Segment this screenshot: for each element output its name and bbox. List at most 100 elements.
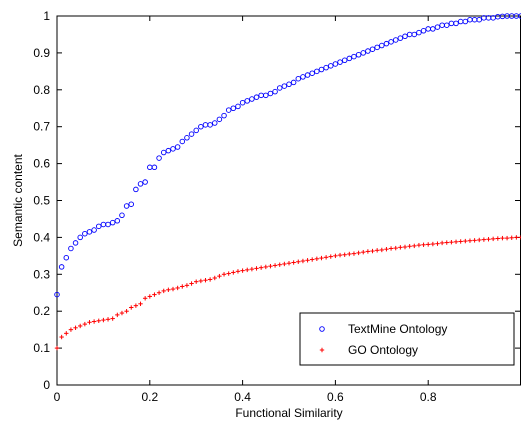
data-point — [64, 331, 69, 336]
x-tick-label: 0 — [54, 390, 61, 404]
data-point — [388, 39, 394, 45]
data-point — [453, 20, 459, 27]
data-point — [407, 244, 412, 249]
data-point — [304, 72, 311, 78]
data-point — [244, 98, 250, 104]
data-point — [175, 285, 180, 291]
data-point — [96, 318, 101, 323]
data-point — [156, 155, 162, 161]
legend-box — [299, 312, 515, 366]
y-tick-label: 0.9 — [33, 46, 50, 60]
data-point — [361, 249, 366, 255]
data-point — [212, 275, 217, 281]
data-point — [392, 37, 399, 43]
data-point — [481, 237, 487, 242]
data-point — [290, 79, 297, 86]
data-point — [110, 316, 115, 321]
data-point — [342, 252, 347, 257]
data-point — [105, 317, 111, 322]
data-point — [351, 53, 357, 60]
data-point — [91, 227, 97, 233]
data-point — [347, 251, 352, 257]
data-point — [105, 221, 111, 228]
data-point — [518, 13, 521, 19]
data-point — [115, 312, 120, 318]
data-point — [430, 241, 436, 247]
data-point — [170, 286, 176, 292]
data-point — [240, 268, 245, 273]
data-point — [319, 255, 324, 261]
data-point — [397, 35, 404, 41]
data-point — [91, 319, 97, 324]
data-point — [300, 74, 306, 80]
data-point — [267, 90, 274, 97]
data-point — [137, 181, 144, 187]
legend-entry: TextMine Ontology — [319, 322, 447, 336]
data-point — [119, 212, 125, 219]
data-point — [514, 235, 519, 240]
data-point — [184, 135, 190, 141]
data-point — [147, 294, 152, 299]
data-point — [333, 253, 338, 259]
data-point — [374, 44, 380, 51]
data-point — [54, 345, 60, 351]
data-point — [249, 96, 255, 102]
data-point — [337, 252, 343, 258]
data-point — [166, 287, 171, 292]
data-point — [207, 122, 213, 128]
data-point — [63, 254, 70, 261]
data-point — [165, 147, 172, 154]
data-point — [286, 81, 292, 88]
y-tick-label: 1 — [43, 9, 50, 23]
data-point — [341, 57, 348, 64]
data-point — [225, 107, 232, 113]
data-point — [152, 292, 157, 297]
data-point — [305, 258, 310, 263]
data-point — [276, 85, 283, 91]
data-point — [393, 245, 398, 251]
data-point — [217, 273, 222, 279]
data-point — [124, 309, 129, 314]
data-point — [68, 327, 74, 332]
data-point — [77, 234, 83, 241]
data-point — [462, 18, 469, 25]
data-point — [379, 42, 385, 49]
data-point — [426, 242, 431, 247]
data-point — [420, 28, 427, 34]
data-point — [402, 33, 408, 40]
data-point — [435, 241, 440, 246]
y-tick-label: 0 — [43, 378, 50, 392]
data-point — [458, 239, 463, 244]
data-point — [128, 201, 134, 207]
data-point — [72, 240, 79, 246]
legend-label: GO Ontology — [348, 343, 418, 357]
data-point — [416, 29, 422, 36]
y-tick-label: 0.8 — [33, 83, 50, 97]
data-point — [235, 103, 241, 110]
y-tick-label: 0.6 — [33, 157, 50, 171]
data-point — [216, 116, 223, 123]
data-point — [379, 247, 384, 253]
data-point — [295, 75, 302, 82]
y-axis: 0 0.1 0.2 0.3 0.4 0.5 0.6 0.7 0.8 0.9 1 — [33, 9, 520, 392]
data-point — [319, 326, 325, 332]
y-tick-label: 0.1 — [33, 341, 50, 355]
data-point — [203, 278, 208, 283]
data-point — [258, 265, 264, 270]
data-point — [188, 131, 195, 137]
data-point — [463, 238, 468, 244]
data-point — [486, 237, 491, 242]
series-layer — [54, 13, 521, 351]
data-point — [411, 31, 418, 38]
x-axis: 0 0.2 0.4 0.6 0.8 — [54, 16, 437, 404]
data-point — [207, 277, 213, 282]
series-textmine-ontology — [54, 13, 521, 298]
y-tick-label: 0.2 — [33, 304, 50, 318]
data-point — [495, 236, 500, 241]
data-point — [323, 64, 329, 71]
x-tick-label: 0.2 — [141, 390, 158, 404]
data-point — [374, 248, 380, 253]
data-point — [180, 284, 185, 289]
data-point — [453, 239, 459, 245]
data-point — [194, 279, 199, 284]
